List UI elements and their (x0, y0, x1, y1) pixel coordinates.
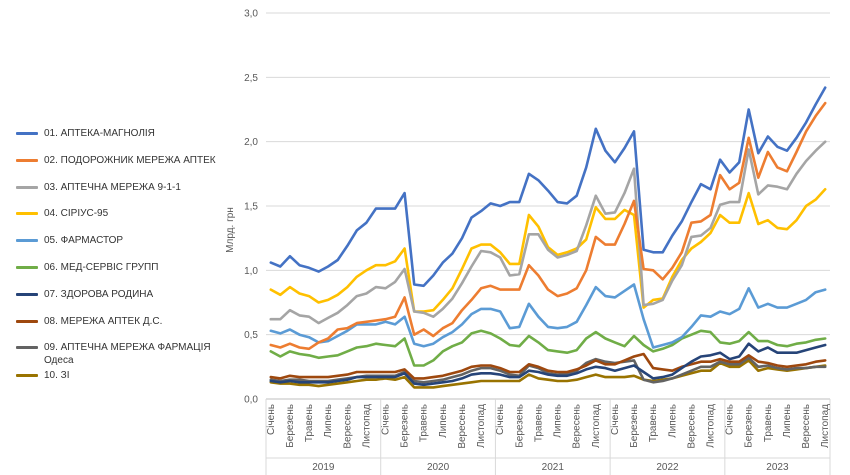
x-tick-label: Листопад (820, 404, 831, 448)
legend-label: 07. ЗДОРОВА РОДИНА (44, 288, 154, 300)
x-tick-label: Вересень (686, 404, 697, 449)
year-label: 2019 (312, 462, 335, 473)
x-tick-label: Січень (266, 404, 277, 435)
legend-label: 08. МЕРЕЖА АПТЕК Д.С. (44, 315, 163, 327)
y-tick-label: 2,5 (244, 73, 258, 84)
x-tick-label: Листопад (706, 404, 717, 448)
legend-item: 03. АПТЕЧНА МЕРЕЖА 9-1-1 (16, 181, 221, 194)
legend-item: 09. АПТЕЧНА МЕРЕЖА ФАРМАЦІЯ Одеса (16, 341, 221, 367)
series-line (269, 86, 827, 288)
x-tick-label: Березень (285, 404, 296, 448)
legend-label: 10. ЗІ (44, 370, 70, 382)
y-tick-label: 3,0 (244, 9, 258, 20)
x-tick-label: Вересень (572, 404, 583, 449)
x-tick-label: Липень (323, 404, 334, 438)
legend-swatch (16, 346, 38, 350)
legend-swatch (16, 239, 38, 243)
x-tick-label: Листопад (361, 404, 372, 448)
x-tick-label: Березень (514, 404, 525, 448)
x-tick-label: Травень (304, 404, 315, 442)
legend-swatch (16, 132, 38, 135)
legend-label: 01. АПТЕКА-МАГНОЛІЯ (44, 128, 155, 139)
x-tick-label: Листопад (476, 404, 487, 448)
y-axis-label: Млрд. грн (225, 207, 236, 253)
series-line (269, 283, 827, 349)
x-tick-label: Січень (380, 404, 391, 435)
legend-item: 06. МЕД-СЕРВІС ГРУПП (16, 261, 221, 274)
series-line (269, 101, 827, 351)
legend-label: 05. ФАРМАСТОР (44, 235, 124, 247)
legend-label: 09. АПТЕЧНА МЕРЕЖА ФАРМАЦІЯ Одеса (44, 342, 211, 367)
x-tick-label: Травень (763, 404, 774, 442)
x-tick-label: Липень (667, 404, 678, 438)
legend-item: 02. ПОДОРОЖНИК МЕРЕЖА АПТЕК (16, 154, 221, 167)
legend-item: 05. ФАРМАСТОР (16, 234, 221, 247)
legend-swatch (16, 185, 38, 189)
x-tick-label: Липень (553, 404, 564, 438)
x-tick-label: Січень (495, 404, 506, 435)
legend-label: 04. СІРІУС-95 (44, 208, 109, 220)
year-label: 2022 (656, 462, 679, 473)
legend-swatch (16, 319, 38, 323)
legend-swatch (16, 212, 38, 216)
series-line (269, 140, 827, 325)
legend-label: 03. АПТЕЧНА МЕРЕЖА 9-1-1 (44, 181, 181, 193)
y-tick-label: 0,5 (244, 330, 258, 341)
x-tick-label: Травень (648, 404, 659, 442)
year-label: 2023 (766, 462, 789, 473)
x-tick-label: Листопад (591, 404, 602, 448)
x-tick-label: Січень (610, 404, 621, 435)
x-tick-label: Березень (744, 404, 755, 448)
x-tick-label: Травень (419, 404, 430, 442)
legend-swatch (16, 292, 38, 296)
legend-label: 02. ПОДОРОЖНИК МЕРЕЖА АПТЕК (44, 154, 216, 166)
y-tick-label: 2,0 (244, 137, 258, 148)
x-tick-label: Вересень (801, 404, 812, 449)
series-line (269, 352, 827, 380)
legend-item: 08. МЕРЕЖА АПТЕК Д.С. (16, 315, 221, 328)
x-tick-label: Травень (533, 404, 544, 442)
x-tick-label: Вересень (457, 404, 468, 449)
y-tick-label: 1,0 (244, 266, 258, 277)
x-tick-label: Березень (400, 404, 411, 448)
legend-swatch (16, 265, 38, 269)
year-label: 2021 (542, 462, 565, 473)
legend-item: 10. ЗІ (16, 369, 221, 382)
y-tick-label: 0,0 (244, 395, 258, 406)
legend-item: 04. СІРІУС-95 (16, 207, 221, 220)
series-line (269, 342, 827, 387)
x-tick-label: Липень (438, 404, 449, 438)
series-line (269, 329, 827, 367)
legend-swatch (16, 374, 38, 378)
legend: 01. АПТЕКА-МАГНОЛІЯ 02. ПОДОРОЖНИК МЕРЕЖА… (16, 127, 221, 396)
legend-item: 07. ЗДОРОВА РОДИНА (16, 288, 221, 301)
year-label: 2020 (427, 462, 450, 473)
legend-item: 01. АПТЕКА-МАГНОЛІЯ (16, 127, 221, 140)
x-tick-label: Вересень (342, 404, 353, 449)
x-tick-label: Січень (725, 404, 736, 435)
x-tick-label: Березень (629, 404, 640, 448)
x-tick-label: Липень (782, 404, 793, 438)
series-line (269, 188, 827, 313)
legend-swatch (16, 158, 38, 162)
series-line (269, 359, 827, 389)
y-tick-label: 1,5 (244, 202, 258, 213)
legend-label: 06. МЕД-СЕРВІС ГРУПП (44, 261, 159, 273)
